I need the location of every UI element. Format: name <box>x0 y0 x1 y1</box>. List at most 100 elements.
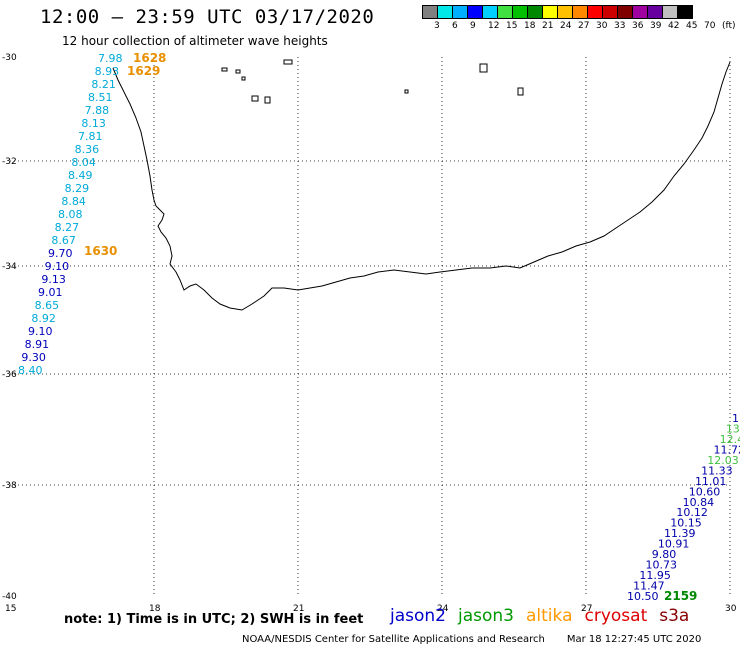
credit-text: NOAA/NESDIS Center for Satellite Applica… <box>242 634 545 645</box>
wave-height-value: 8.04 <box>71 156 96 169</box>
wave-height-value: 11 <box>732 412 740 425</box>
wave-height-value: 7.88 <box>85 104 110 117</box>
pass-time-label: 2159 <box>664 589 697 603</box>
satellite-legend: jason2 jason3 altika cryosat s3a <box>390 606 701 626</box>
wave-height-value: 10.50 <box>627 590 659 603</box>
timestamp: Mar 18 12:27:45 UTC 2020 <box>566 634 702 645</box>
legend-unit: (ft) <box>722 21 736 31</box>
wave-height-value: 8.21 <box>91 78 116 91</box>
wave-height-value: 13 <box>726 422 740 435</box>
longitude-label: 21 <box>293 604 304 614</box>
legend-swatch <box>677 5 693 19</box>
legend-label: 21 <box>542 21 554 31</box>
longitude-label: 18 <box>149 604 161 614</box>
island <box>404 89 409 94</box>
wave-height-value: 8.92 <box>31 312 56 325</box>
credit-line: NOAA/NESDIS Center for Satellite Applica… <box>242 634 701 645</box>
satellite-jason2: jason2 <box>390 606 446 626</box>
wave-height-value: 11.39 <box>664 527 696 540</box>
island <box>283 59 293 65</box>
legend-label: 42 <box>668 21 680 31</box>
lat-lon-grid <box>10 57 731 596</box>
pass-time-label: 1630 <box>84 244 117 258</box>
satellite-jason3: jason3 <box>458 606 514 626</box>
wave-height-value: 9.10 <box>28 325 53 338</box>
wave-height-value: 8.40 <box>18 364 43 377</box>
note-text: note: 1) Time is in UTC; 2) SWH is in fe… <box>64 612 364 627</box>
latitude-label: -30 <box>2 53 17 63</box>
wave-height-value: 8.91 <box>25 338 49 351</box>
wave-height-value: 9.10 <box>45 260 70 273</box>
wave-height-value: 8.84 <box>61 195 85 208</box>
wave-height-value: 10.12 <box>676 506 708 519</box>
island <box>264 96 271 104</box>
legend-label: 36 <box>632 21 644 31</box>
map-subtitle: 12 hour collection of altimeter wave hei… <box>62 34 328 48</box>
legend-label: 6 <box>452 21 458 31</box>
longitude-labels: 15 18 21 24 27 30 <box>5 604 737 614</box>
legend-label: 30 <box>596 21 608 31</box>
wave-height-value: 11.47 <box>633 580 665 593</box>
wave-height-value: 9.80 <box>652 548 677 561</box>
island <box>241 76 246 81</box>
wave-height-value: 8.49 <box>68 169 93 182</box>
satellite-s3a: s3a <box>659 606 690 626</box>
wave-height-value: 11.72 <box>713 443 740 456</box>
wave-height-value: 7.81 <box>78 130 103 143</box>
longitude-label: 24 <box>437 604 449 614</box>
legend-label: 33 <box>614 21 626 31</box>
wave-height-value: 11.95 <box>639 569 671 582</box>
legend-label: 3 <box>434 21 440 31</box>
wave-height-value: 8.27 <box>55 221 80 234</box>
wave-height-value: 11.33 <box>701 464 733 477</box>
wave-height-value: 8.51 <box>88 91 113 104</box>
longitude-label: 15 <box>5 604 16 614</box>
wave-height-value: 9.01 <box>38 286 63 299</box>
latitude-label: -38 <box>2 481 17 491</box>
legend-swatches <box>422 5 740 19</box>
altimeter-tracks: 7.988.938.218.517.888.137.818.368.048.49… <box>18 51 740 603</box>
wave-height-value: 10.91 <box>658 538 690 551</box>
wave-height-value: 10.60 <box>689 485 721 498</box>
island <box>235 69 241 74</box>
coastline <box>112 61 731 311</box>
latitude-label: -32 <box>2 157 17 167</box>
wave-height-value: 10.15 <box>670 517 702 530</box>
longitude-label: 30 <box>725 604 737 614</box>
latitude-label: -36 <box>2 370 17 380</box>
legend-label: 70 <box>704 21 716 31</box>
legend-label: 18 <box>524 21 536 31</box>
map-title: 12:00 – 23:59 UTC 03/17/2020 <box>40 6 375 28</box>
legend-label: 39 <box>650 21 662 31</box>
legend-label: 9 <box>470 21 476 31</box>
wave-height-value: 9.30 <box>21 351 46 364</box>
wave-height-value: 8.36 <box>75 143 100 156</box>
wave-height-value: 7.98 <box>98 52 123 65</box>
wave-height-value: 9.70 <box>48 247 73 260</box>
wave-height-value: 8.93 <box>95 65 120 78</box>
pass-time-label: 1629 <box>127 64 160 78</box>
legend-labels: 3 6 9 12 15 18 21 24 27 30 33 36 39 42 45 70 (ft) <box>422 19 740 33</box>
legend-label: 27 <box>578 21 590 31</box>
legend-label: 12 <box>488 21 500 31</box>
legend-label: 45 <box>686 21 698 31</box>
island <box>221 67 228 72</box>
satellite-cryosat: cryosat <box>584 606 648 626</box>
wave-height-value: 8.08 <box>58 208 83 221</box>
wave-height-value: 8.29 <box>65 182 90 195</box>
wave-height-value: 10.84 <box>683 496 715 509</box>
island <box>479 63 488 73</box>
wave-height-value: 8.13 <box>81 117 106 130</box>
wave-height-value: 8.65 <box>35 299 60 312</box>
latitude-label: -34 <box>2 262 17 272</box>
island <box>517 87 524 96</box>
latitude-label: -40 <box>2 592 17 602</box>
legend-label: 15 <box>506 21 518 31</box>
wave-height-value: 12.03 <box>707 454 739 467</box>
island <box>251 95 259 102</box>
wave-height-value: 8.67 <box>51 234 75 247</box>
wave-height-value: 12.4 <box>720 433 740 446</box>
wave-height-value: 10.73 <box>646 559 678 572</box>
wave-height-value: 11.01 <box>695 475 727 488</box>
